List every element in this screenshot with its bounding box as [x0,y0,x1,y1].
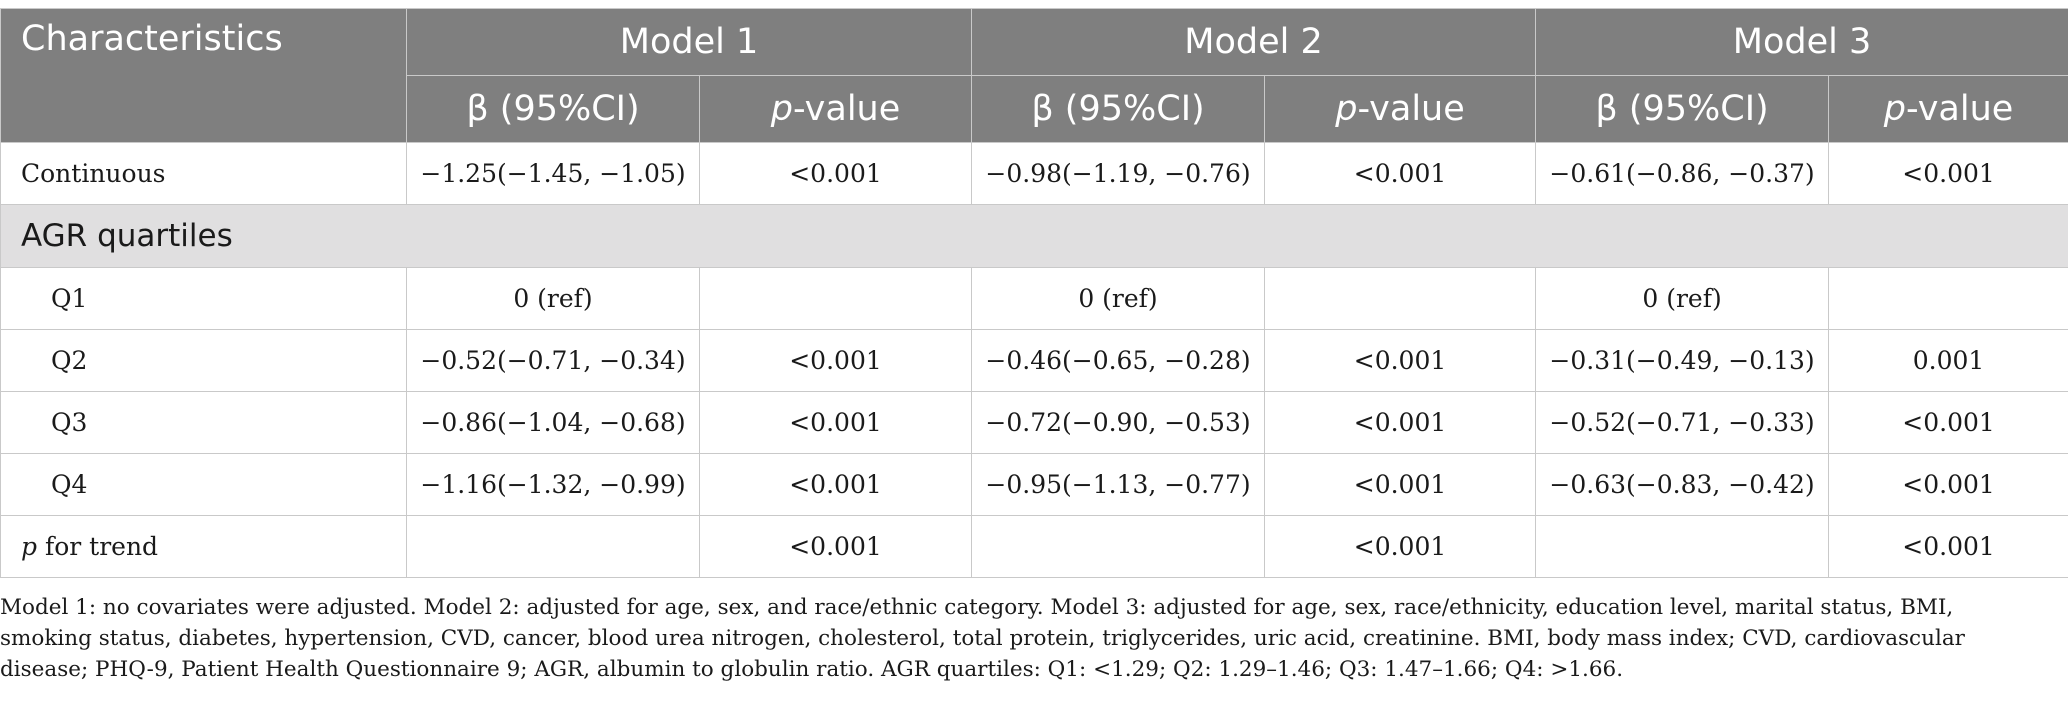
p-value-suffix: -value [792,89,901,129]
cell-m3-beta: −0.52(−0.71, −0.33) [1535,391,1830,454]
row-label: Q2 [0,329,407,392]
cell-m1-p: <0.001 [698,142,973,205]
row-label: p for trend [0,515,407,578]
cell-m1-beta: 0 (ref) [406,267,700,330]
header-m2-beta: β (95%CI) [971,75,1266,143]
cell-m1-p: <0.001 [698,391,973,454]
cell-m2-beta: −0.98(−1.19, −0.76) [971,142,1266,205]
cell-m1-p: <0.001 [698,515,973,578]
cell-m2-p: <0.001 [1264,142,1537,205]
table-row-q1: Q1 0 (ref) 0 (ref) 0 (ref) [0,267,2068,330]
cell-m2-beta: −0.72(−0.90, −0.53) [971,391,1266,454]
table-body: Continuous −1.25(−1.45, −1.05) <0.001 −0… [0,142,2068,578]
cell-m3-beta: −0.61(−0.86, −0.37) [1535,142,1830,205]
table-row-q2: Q2 −0.52(−0.71, −0.34) <0.001 −0.46(−0.6… [0,329,2068,392]
cell-m1-beta: −0.52(−0.71, −0.34) [406,329,700,392]
p-letter: p [21,532,38,561]
header-m1-pvalue: p-value [698,75,973,143]
cell-m2-p: <0.001 [1264,453,1537,516]
cell-m3-p: <0.001 [1828,142,2068,205]
cell-m3-p: <0.001 [1828,453,2068,516]
table-row-q4: Q4 −1.16(−1.32, −0.99) <0.001 −0.95(−1.1… [0,453,2068,516]
table-footnote: Model 1: no covariates were adjusted. Mo… [0,595,1965,682]
cell-m1-beta: −0.86(−1.04, −0.68) [406,391,700,454]
cell-m3-beta [1535,515,1830,578]
cell-m2-p: <0.001 [1264,515,1537,578]
header-m3-beta: β (95%CI) [1535,75,1830,143]
cell-m3-beta: −0.63(−0.83, −0.42) [1535,453,1830,516]
p-letter: p [1335,89,1358,129]
cell-m1-beta [406,515,700,578]
cell-m3-p: 0.001 [1828,329,2068,392]
cell-m3-p: <0.001 [1828,391,2068,454]
cell-m3-p: <0.001 [1828,515,2068,578]
row-label: Q4 [0,453,407,516]
header-m2-pvalue: p-value [1264,75,1537,143]
section-row-agr-quartiles: AGR quartiles [0,204,2068,268]
cell-m3-beta: −0.31(−0.49, −0.13) [1535,329,1830,392]
cell-m2-p [1264,267,1537,330]
cell-m2-beta: −0.95(−1.13, −0.77) [971,453,1266,516]
header-model-1: Model 1 [405,8,973,76]
row-label: Continuous [0,142,407,205]
header-m3-pvalue: p-value [1828,75,2068,143]
p-letter: p [770,89,793,129]
cell-m2-beta: 0 (ref) [971,267,1266,330]
header-model-3: Model 3 [1535,8,2068,76]
table-row-p-for-trend: p for trend <0.001 <0.001 <0.001 [0,515,2068,578]
cell-m3-beta: 0 (ref) [1535,267,1830,330]
cell-m1-p: <0.001 [698,329,973,392]
row-label: Q1 [0,267,407,330]
cell-m1-p: <0.001 [698,453,973,516]
results-table-container: Characteristics Model 1 Model 2 Model 3 … [0,8,2068,578]
row-label: Q3 [0,391,407,454]
section-label: AGR quartiles [0,204,2068,268]
cell-m3-p [1828,267,2068,330]
p-value-suffix: -value [1357,89,1465,129]
cell-m2-p: <0.001 [1264,391,1537,454]
p-letter: p [1883,89,1906,129]
header-m1-beta: β (95%CI) [406,75,700,143]
trend-label-rest: for trend [37,532,159,561]
regression-results-table: Characteristics Model 1 Model 2 Model 3 … [0,8,2068,578]
cell-m1-beta: −1.25(−1.45, −1.05) [406,142,700,205]
header-characteristics: Characteristics [0,8,407,143]
cell-m1-beta: −1.16(−1.32, −0.99) [406,453,700,516]
p-value-suffix: -value [1906,89,2014,129]
cell-m2-beta [971,515,1266,578]
cell-m2-beta: −0.46(−0.65, −0.28) [971,329,1266,392]
table-row-q3: Q3 −0.86(−1.04, −0.68) <0.001 −0.72(−0.9… [0,391,2068,454]
table-row-continuous: Continuous −1.25(−1.45, −1.05) <0.001 −0… [0,142,2068,205]
table-header: Characteristics Model 1 Model 2 Model 3 … [0,8,2068,143]
cell-m2-p: <0.001 [1264,329,1537,392]
header-model-2: Model 2 [971,8,1537,76]
cell-m1-p [698,267,973,330]
